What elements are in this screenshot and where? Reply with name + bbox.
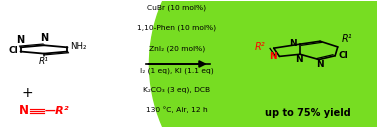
Text: +: +: [22, 86, 34, 100]
Text: N: N: [40, 33, 48, 43]
Text: R¹: R¹: [39, 57, 49, 66]
Text: R¹: R¹: [342, 34, 352, 44]
Text: N: N: [290, 39, 297, 48]
Text: N: N: [316, 60, 324, 69]
Text: N: N: [296, 55, 303, 64]
Text: Cl: Cl: [339, 51, 349, 60]
Text: NH₂: NH₂: [71, 42, 87, 51]
Text: I₂ (1 eq), KI (1.1 eq): I₂ (1 eq), KI (1.1 eq): [140, 68, 214, 74]
Text: CuBr (10 mol%): CuBr (10 mol%): [147, 4, 206, 11]
Ellipse shape: [149, 0, 378, 128]
Text: up to 75% yield: up to 75% yield: [265, 108, 350, 118]
Text: Cl: Cl: [9, 46, 19, 55]
Text: N: N: [269, 52, 276, 61]
Text: N: N: [17, 35, 25, 45]
Text: 1,10-Phen (10 mol%): 1,10-Phen (10 mol%): [137, 25, 217, 31]
Text: K₂CO₃ (3 eq), DCB: K₂CO₃ (3 eq), DCB: [143, 87, 211, 93]
Text: N: N: [19, 104, 29, 117]
Text: ZnI₂ (20 mol%): ZnI₂ (20 mol%): [149, 45, 205, 51]
Text: —R²: —R²: [45, 106, 70, 116]
Text: R²: R²: [255, 42, 265, 52]
Text: 130 °C, Air, 12 h: 130 °C, Air, 12 h: [146, 106, 208, 113]
